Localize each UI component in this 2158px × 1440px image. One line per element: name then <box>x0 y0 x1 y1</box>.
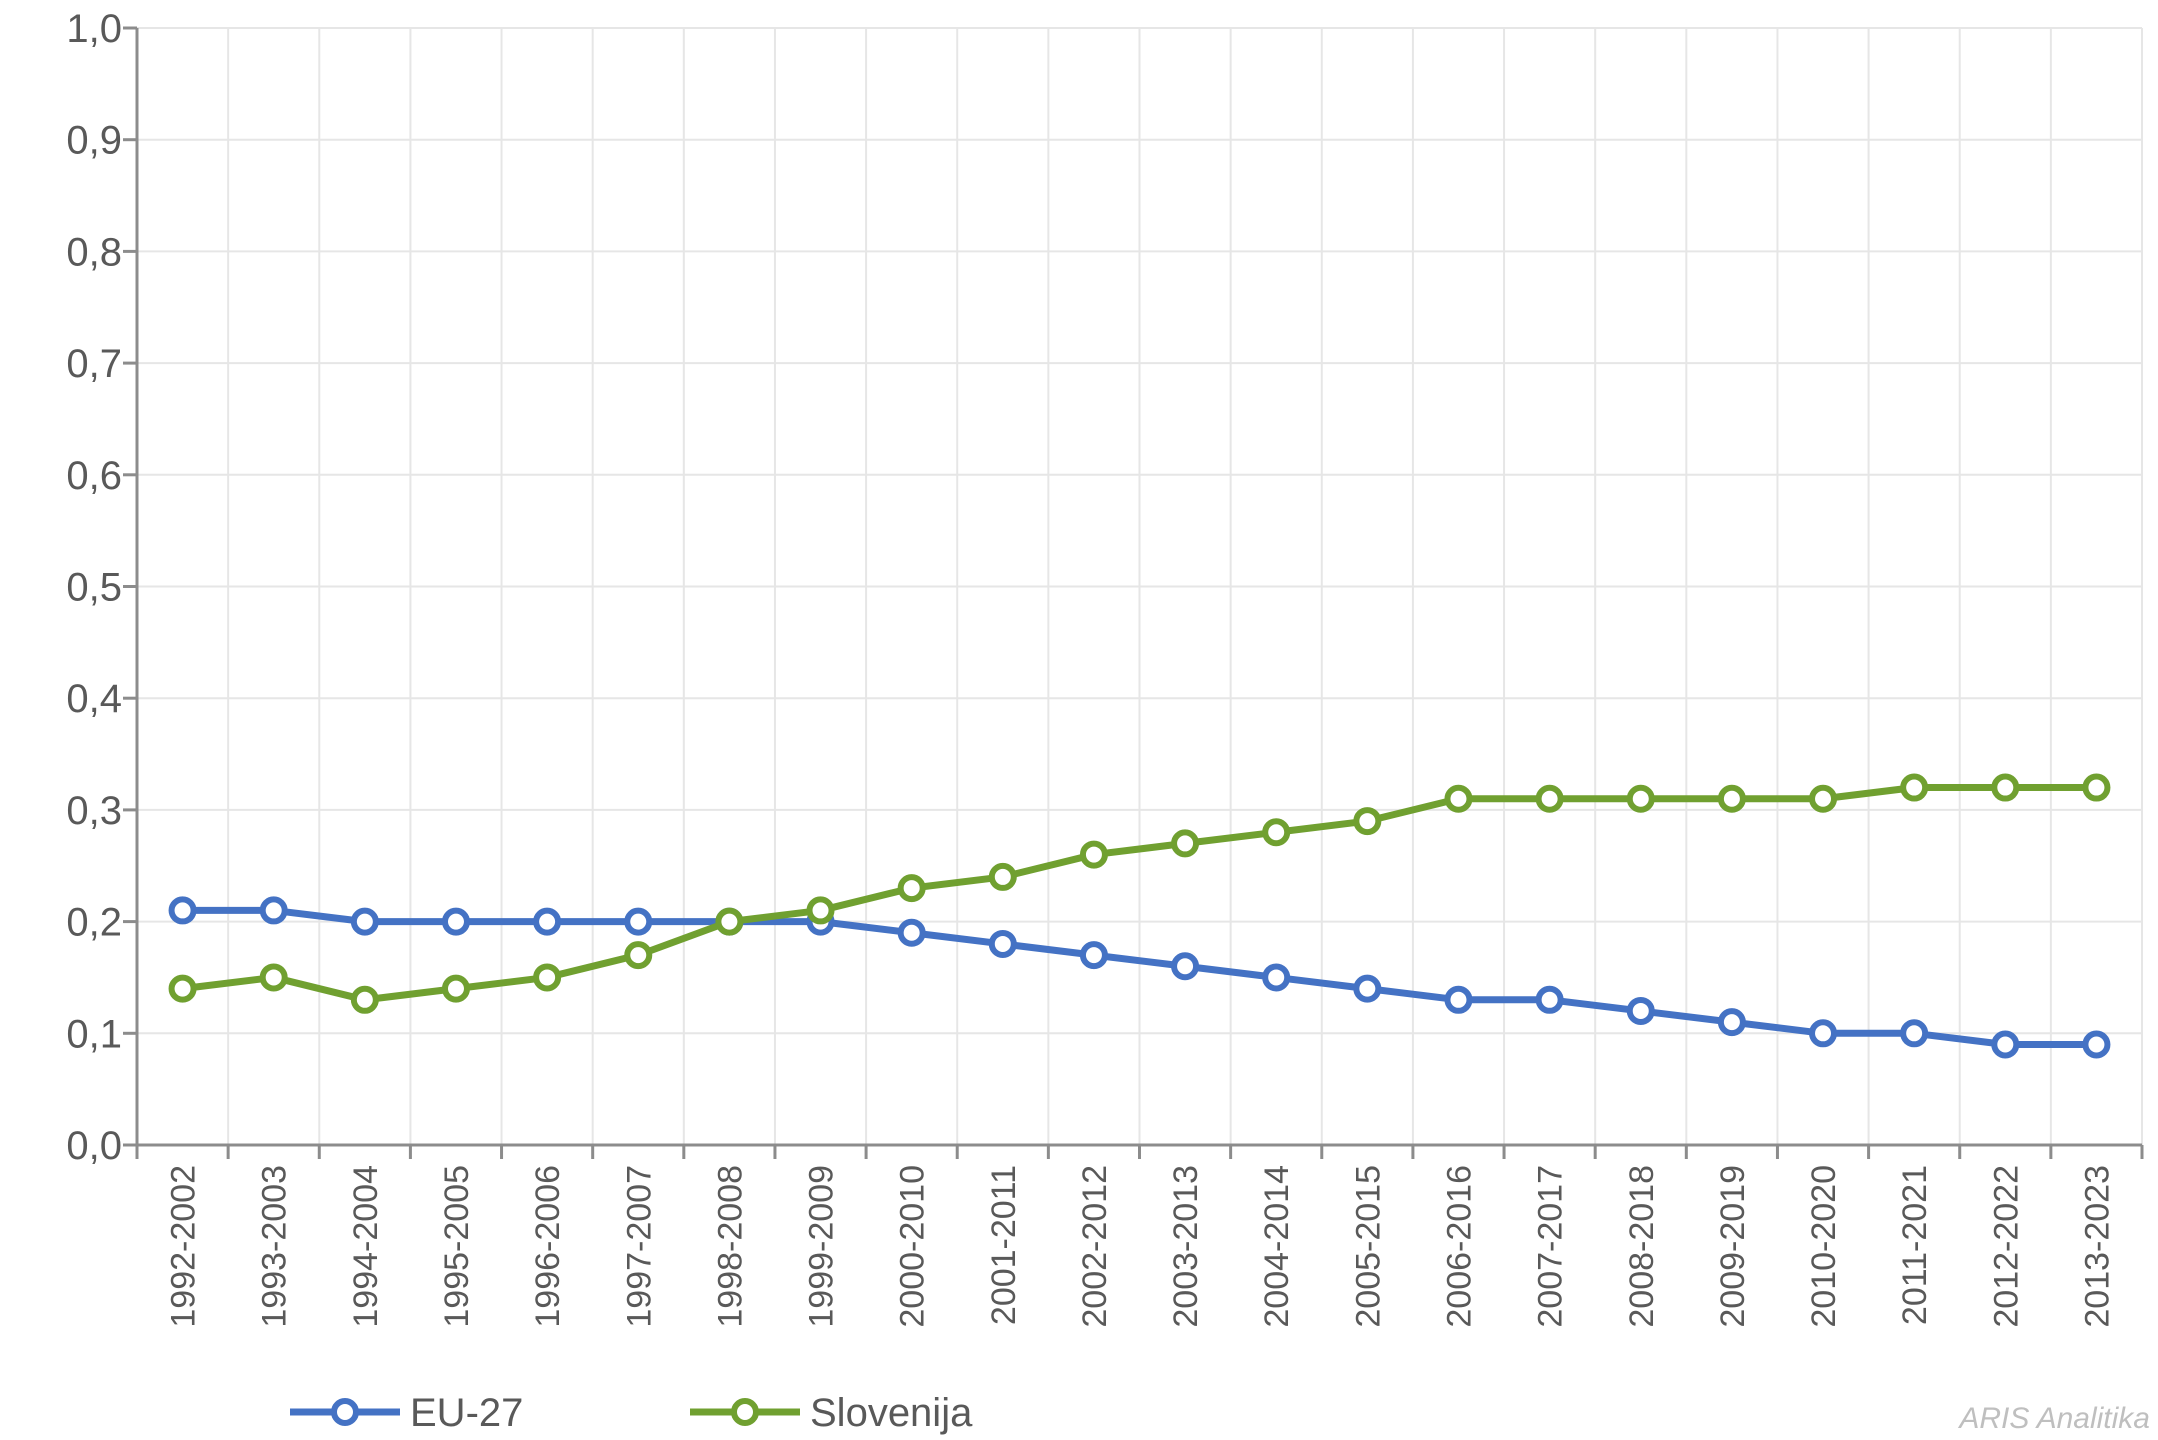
y-tick-label: 0,9 <box>66 119 122 163</box>
x-tick-label: 2008-2018 <box>1623 1165 1661 1328</box>
x-tick-label: 2001-2011 <box>985 1165 1023 1325</box>
x-tick-label: 2000-2010 <box>894 1165 932 1328</box>
y-tick-label: 0,8 <box>66 230 122 274</box>
axes <box>123 26 2144 1159</box>
data-point <box>897 874 926 903</box>
series-slovenija <box>168 773 2111 1014</box>
data-point <box>350 907 379 936</box>
x-tick-label: 2002-2012 <box>1076 1165 1114 1328</box>
data-point <box>1535 784 1564 813</box>
x-tick-label: 1997-2007 <box>620 1165 658 1328</box>
data-point <box>1444 784 1473 813</box>
y-axis-tick-labels: 0,0 0,1 0,2 0,3 0,4 0,5 0,6 0,7 0,8 0,9 1,0 <box>66 7 122 1168</box>
data-point <box>1626 996 1655 1025</box>
x-tick-label: 1996-2006 <box>529 1165 567 1328</box>
data-point <box>1991 1030 2020 1059</box>
data-point <box>1626 784 1655 813</box>
y-tick-label: 1,0 <box>66 7 122 51</box>
legend-item: EU-27 <box>290 1391 523 1435</box>
data-point <box>2082 1030 2111 1059</box>
data-point <box>1900 1019 1929 1048</box>
data-point <box>350 985 379 1014</box>
data-point <box>1535 985 1564 1014</box>
legend: EU-27 Slovenija <box>290 1391 973 1435</box>
data-point <box>1262 818 1291 847</box>
data-point <box>533 907 562 936</box>
data-point <box>259 963 288 992</box>
x-tick-label: 1995-2005 <box>438 1165 476 1328</box>
data-point <box>2082 773 2111 802</box>
y-tick-label: 0,6 <box>66 454 122 498</box>
y-tick-label: 0,5 <box>66 566 122 610</box>
legend-item: Slovenija <box>690 1391 973 1435</box>
x-tick-label: 2005-2015 <box>1349 1165 1387 1328</box>
data-point <box>715 907 744 936</box>
data-point <box>259 896 288 925</box>
data-point <box>1171 952 1200 981</box>
data-point <box>441 974 470 1003</box>
x-tick-label: 2003-2013 <box>1167 1165 1205 1328</box>
data-point <box>988 862 1017 891</box>
x-tick-label: 2009-2019 <box>1714 1165 1752 1328</box>
legend-marker <box>731 1398 759 1426</box>
y-tick-label: 0,3 <box>66 789 122 833</box>
legend-marker <box>331 1398 359 1426</box>
x-tick-label: 1999-2009 <box>803 1165 841 1328</box>
data-point <box>1353 974 1382 1003</box>
legend-label: EU-27 <box>410 1391 523 1435</box>
data-point <box>897 918 926 947</box>
data-point <box>533 963 562 992</box>
series-line <box>179 906 2100 1048</box>
x-tick-label: 2010-2020 <box>1805 1165 1843 1328</box>
x-tick-label: 2006-2016 <box>1440 1165 1478 1328</box>
x-tick-label: 2013-2023 <box>2078 1165 2116 1328</box>
data-point <box>1900 773 1929 802</box>
x-tick-label: 1992-2002 <box>165 1165 203 1328</box>
data-point <box>1809 1019 1838 1048</box>
data-point <box>168 974 197 1003</box>
data-point <box>624 907 653 936</box>
series-eu-27 <box>168 896 2111 1059</box>
data-point <box>988 929 1017 958</box>
y-tick-label: 0,7 <box>66 342 122 386</box>
y-tick-label: 0,2 <box>66 901 122 945</box>
data-point <box>624 941 653 970</box>
data-point <box>1079 840 1108 869</box>
data-point <box>441 907 470 936</box>
y-tick-label: 0,1 <box>66 1012 122 1056</box>
x-tick-label: 1994-2004 <box>347 1165 385 1328</box>
series-line <box>179 784 2100 1004</box>
legend-label: Slovenija <box>810 1391 973 1435</box>
series-lines <box>168 773 2111 1059</box>
data-point <box>168 896 197 925</box>
data-point <box>1717 784 1746 813</box>
x-tick-label: 2011-2021 <box>1896 1165 1934 1325</box>
data-point <box>1809 784 1838 813</box>
data-point <box>1262 963 1291 992</box>
x-tick-label: 1998-2008 <box>711 1165 749 1328</box>
y-tick-label: 0,0 <box>66 1124 122 1168</box>
data-point <box>1353 807 1382 836</box>
data-point <box>1079 941 1108 970</box>
x-tick-label: 2012-2022 <box>1987 1165 2025 1328</box>
data-point <box>1717 1008 1746 1037</box>
y-tick-label: 0,4 <box>66 677 122 721</box>
data-point <box>1444 985 1473 1014</box>
data-point <box>1171 829 1200 858</box>
watermark-text: ARIS Analitika <box>1957 1402 2150 1435</box>
data-point <box>806 896 835 925</box>
x-tick-label: 2004-2014 <box>1258 1165 1296 1328</box>
x-tick-label: 2007-2017 <box>1532 1165 1570 1328</box>
x-tick-label: 1993-2003 <box>256 1165 294 1328</box>
x-axis-tick-labels: 1992-2002 1993-2003 1994-2004 1995-2005 1996… <box>165 1165 2117 1328</box>
data-point <box>1991 773 2020 802</box>
gridlines <box>137 27 2143 1145</box>
